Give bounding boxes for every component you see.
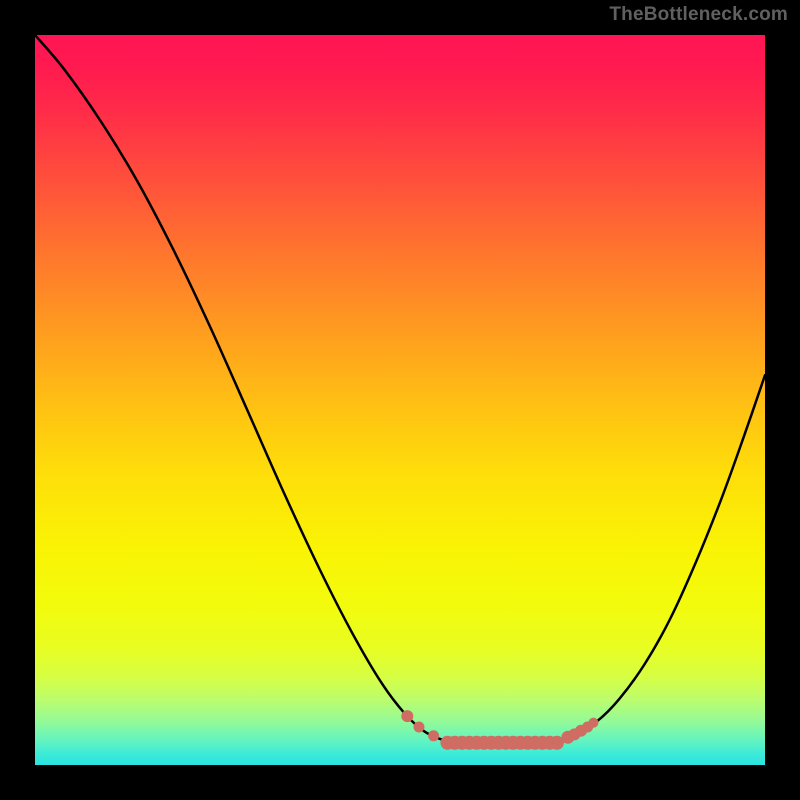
watermark-text: TheBottleneck.com: [609, 4, 788, 26]
annotation-dot: [428, 730, 439, 741]
annotation-dot: [588, 718, 598, 728]
plot-background: [35, 35, 765, 765]
image-frame: TheBottleneck.com: [0, 0, 800, 800]
annotation-dot: [401, 710, 413, 722]
annotation-dot: [413, 722, 424, 733]
bottleneck-chart: [0, 0, 800, 800]
